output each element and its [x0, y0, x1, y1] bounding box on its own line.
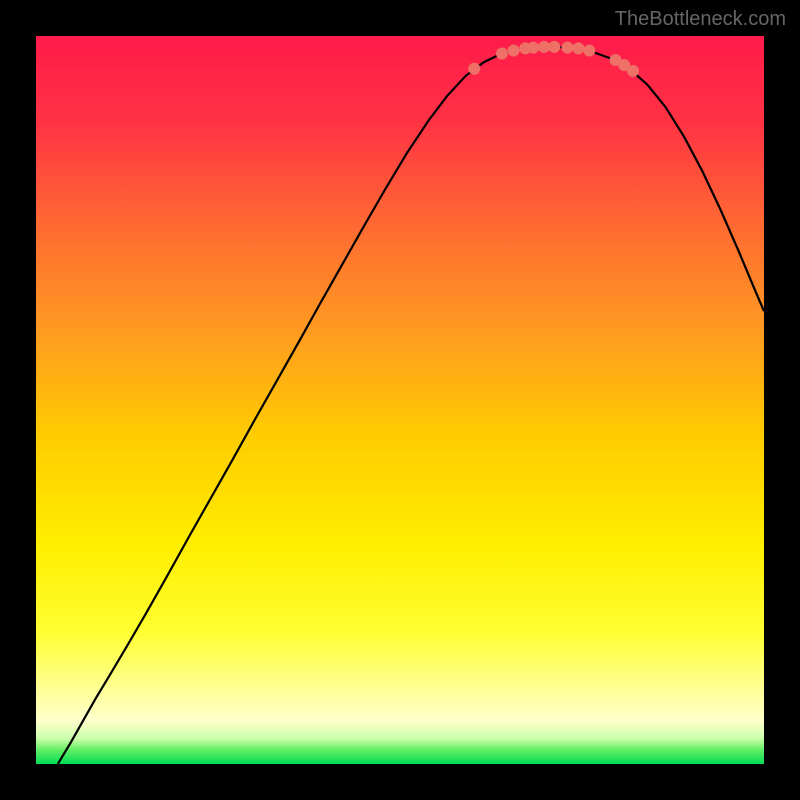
data-marker — [627, 65, 638, 76]
chart-plot-area — [36, 36, 764, 764]
data-markers — [469, 41, 639, 76]
data-marker — [496, 48, 507, 59]
data-marker — [562, 42, 573, 53]
data-marker — [528, 42, 539, 53]
bottleneck-curve — [36, 36, 764, 764]
curve-line — [58, 47, 764, 764]
data-marker — [508, 45, 519, 56]
data-marker — [539, 41, 550, 52]
data-marker — [584, 45, 595, 56]
data-marker — [549, 41, 560, 52]
data-marker — [469, 63, 480, 74]
data-marker — [573, 43, 584, 54]
attribution-text: TheBottleneck.com — [615, 8, 786, 31]
